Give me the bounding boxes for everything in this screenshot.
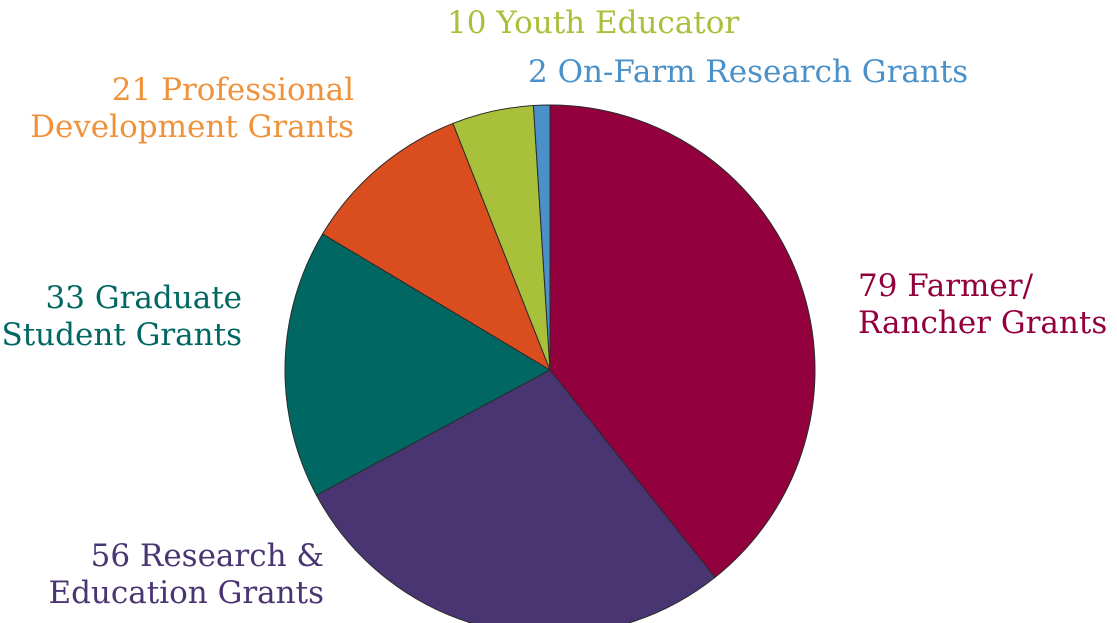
- slice-label-3: 21 Professional Development Grants: [30, 72, 354, 145]
- slice-label-4: 10 Youth Educator: [447, 5, 739, 41]
- slice-label-2: 33 Graduate Student Grants: [1, 280, 242, 353]
- slices-layer: [284, 104, 816, 623]
- slice-label-line: 21 Professional: [112, 72, 354, 108]
- slice-label-0: 79 Farmer/Rancher Grants: [858, 268, 1107, 341]
- slice-label-line: 56 Research &: [91, 538, 324, 574]
- pie-slice-3: [321, 122, 552, 372]
- slice-label-line: Rancher Grants: [858, 305, 1107, 341]
- slice-label-line: Student Grants: [1, 317, 242, 353]
- slice-label-line: 2 On-Farm Research Grants: [528, 54, 968, 90]
- slice-label-5: 2 On-Farm Research Grants: [528, 54, 968, 90]
- pie-slice-0: [549, 104, 816, 579]
- slice-label-line: Education Grants: [48, 575, 324, 611]
- slice-label-1: 56 Research & Education Grants: [48, 538, 324, 611]
- slice-label-line: 33 Graduate: [46, 280, 242, 316]
- pie-slice-5: [532, 104, 551, 371]
- slice-label-line: 79 Farmer/: [858, 268, 1034, 304]
- pie-slice-1: [315, 369, 716, 623]
- pie-slice-2: [284, 233, 552, 496]
- labels-layer: 79 Farmer/Rancher Grants 56 Research & Edu…: [1, 5, 1107, 611]
- slice-label-line: Development Grants: [30, 109, 354, 145]
- slice-label-line: 10 Youth Educator: [447, 5, 739, 41]
